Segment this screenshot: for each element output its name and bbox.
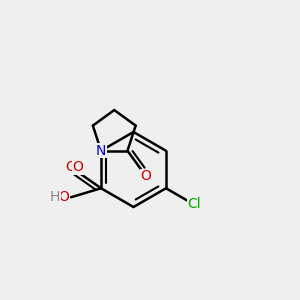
Text: O: O — [58, 190, 70, 204]
Text: N: N — [96, 144, 106, 158]
Text: OH: OH — [48, 190, 70, 204]
Text: O: O — [66, 160, 76, 174]
Text: H: H — [50, 190, 60, 204]
Text: O: O — [73, 160, 83, 174]
Text: Cl: Cl — [187, 197, 201, 212]
Text: N: N — [96, 144, 106, 158]
Text: O: O — [141, 169, 152, 183]
